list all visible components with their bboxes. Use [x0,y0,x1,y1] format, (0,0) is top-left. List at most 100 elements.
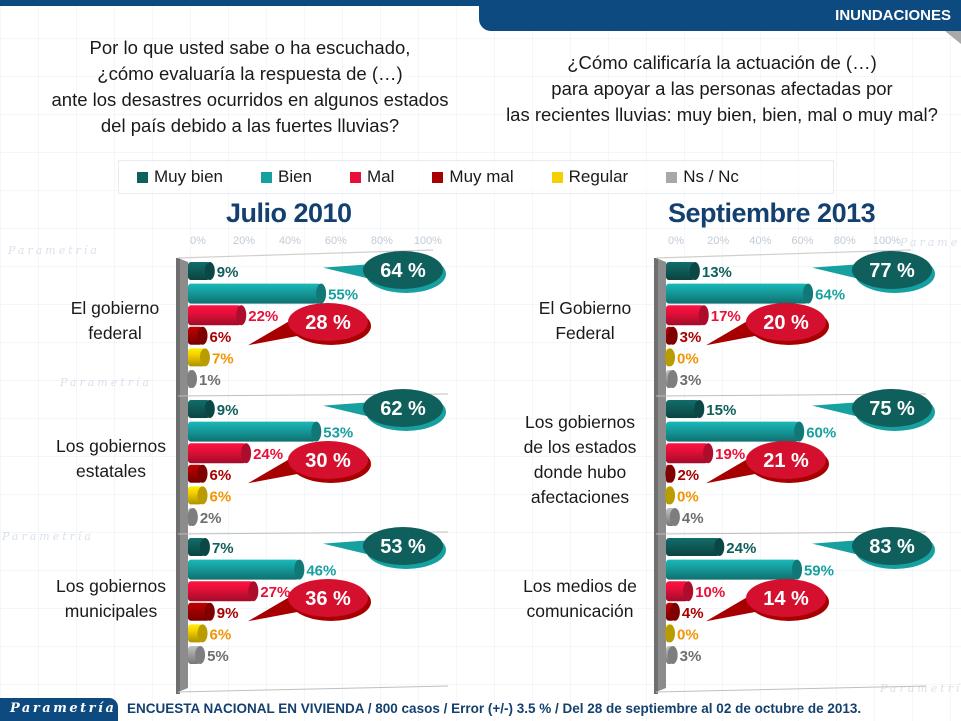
bar-cap [791,559,802,580]
legend-item-ns-nc: Ns / Nc [666,167,739,187]
x-tick-label: 80% [371,235,393,247]
category-label-line: Los medios de [523,576,637,596]
category-label-line: donde hubo [533,462,627,482]
bar-bien [188,283,322,304]
question-line: Por lo que usted sabe o ha escuchado, [89,37,411,58]
x-tick-label: 20% [233,235,255,247]
bar-value-label: 0% [677,350,699,367]
section-title: INUNDACIONES [835,7,951,24]
bar-value-label: 6% [210,626,232,643]
bar-mal [666,305,704,326]
bar-cap [683,581,694,602]
watermark: Parametría [880,682,961,695]
positive-total-label: 62 % [380,398,426,420]
negative-total-label: 14 % [763,588,809,610]
legend-item-bien: Bien [260,167,312,187]
survey-footnote: ENCUESTA NACIONAL EN VIVIENDA / 800 caso… [127,701,862,716]
watermark: Parametría [8,244,100,257]
bar-value-label: 64% [815,287,845,304]
bar-cap [311,421,322,442]
legend-swatch [666,171,678,183]
negative-total-callout [746,579,826,617]
category-label-line: Los gobiernos [56,576,166,596]
x-tick-label: 60% [325,235,347,247]
positive-total-label: 75 % [869,398,915,420]
category-label-line: Federal [555,323,615,343]
bar-cap [195,646,206,664]
question-line: ¿Cómo calificaría la actuación de (…) [567,52,877,73]
x-tick-label: 100% [873,235,901,247]
legend-swatch [551,171,563,183]
bar-cap [199,348,210,367]
bar-mal [188,305,242,326]
negative-total-callout [746,441,826,479]
x-tick-label: 60% [792,235,814,247]
positive-total-label: 77 % [869,260,915,282]
bar-mal [188,581,254,602]
bar-value-label: 0% [677,488,699,505]
category-label-line: Los gobiernos [525,412,635,432]
bar-value-label: 9% [217,402,239,419]
bar-cap [665,464,676,483]
bar-value-label: 24% [253,446,283,463]
legend-swatch [350,171,362,183]
gridline [655,249,912,259]
bar-cap [197,624,208,643]
legend-label: Muy bien [154,167,223,186]
bar-cap [236,305,247,326]
bar-bien [666,559,797,580]
bar-value-label: 3% [680,648,702,665]
chart-axis [176,258,180,694]
bar-value-label: 10% [695,584,725,601]
bar-value-label: 60% [806,425,836,442]
bar-muy-bien [666,400,700,418]
bar-cap [294,559,305,580]
category-label: El gobierno federal [40,296,190,346]
bar-value-label: 46% [306,563,336,580]
bar-value-label: 5% [207,648,229,665]
bar-value-label: 13% [702,264,732,281]
legend-item-regular: Regular [551,167,628,187]
bar-value-label: 19% [715,446,745,463]
legend-item-muy-mal: Muy mal [432,167,514,187]
bar-cap [669,602,680,621]
negative-total-label: 20 % [763,312,809,334]
bar-value-label: 15% [706,402,736,419]
section-tab: INUNDACIONES [479,0,961,31]
bar-value-label: 24% [726,540,756,557]
bar-cap [689,262,700,280]
negative-total-label: 21 % [763,450,809,472]
parametria-logo: Parametría [0,698,118,721]
chart-wall [656,258,666,692]
gridline [655,685,927,693]
chart-title-2010: Julio 2010 [226,198,352,228]
bar-cap [204,262,215,280]
bar-cap [794,421,805,442]
bar-value-label: 9% [217,264,239,281]
bar-cap [667,646,678,664]
bar-mal [188,443,247,464]
bar-bien [666,283,809,304]
chart-axis [654,258,658,694]
positive-total-label: 83 % [869,536,915,558]
positive-total-callout [852,389,932,427]
category-label-line: municipales [64,601,158,621]
category-label-line: El Gobierno [538,298,632,318]
legend-label: Ns / Nc [683,167,739,186]
watermark: Parametría [2,530,94,543]
negative-total-callout [288,303,368,341]
question-line: del país debido a las fuertes lluvias? [100,115,400,136]
bar-cap [187,508,198,526]
watermark: Parametría [900,236,961,249]
bar-bien [188,559,300,580]
positive-total-callout [852,527,932,565]
bar-cap [665,486,675,505]
bar-value-label: 7% [212,350,234,367]
x-tick-label: 40% [749,235,771,247]
legend-swatch [432,171,444,183]
bar-cap [187,370,197,388]
bar-cap [197,486,208,505]
bar-cap [669,508,680,526]
x-tick-label: 80% [834,235,856,247]
